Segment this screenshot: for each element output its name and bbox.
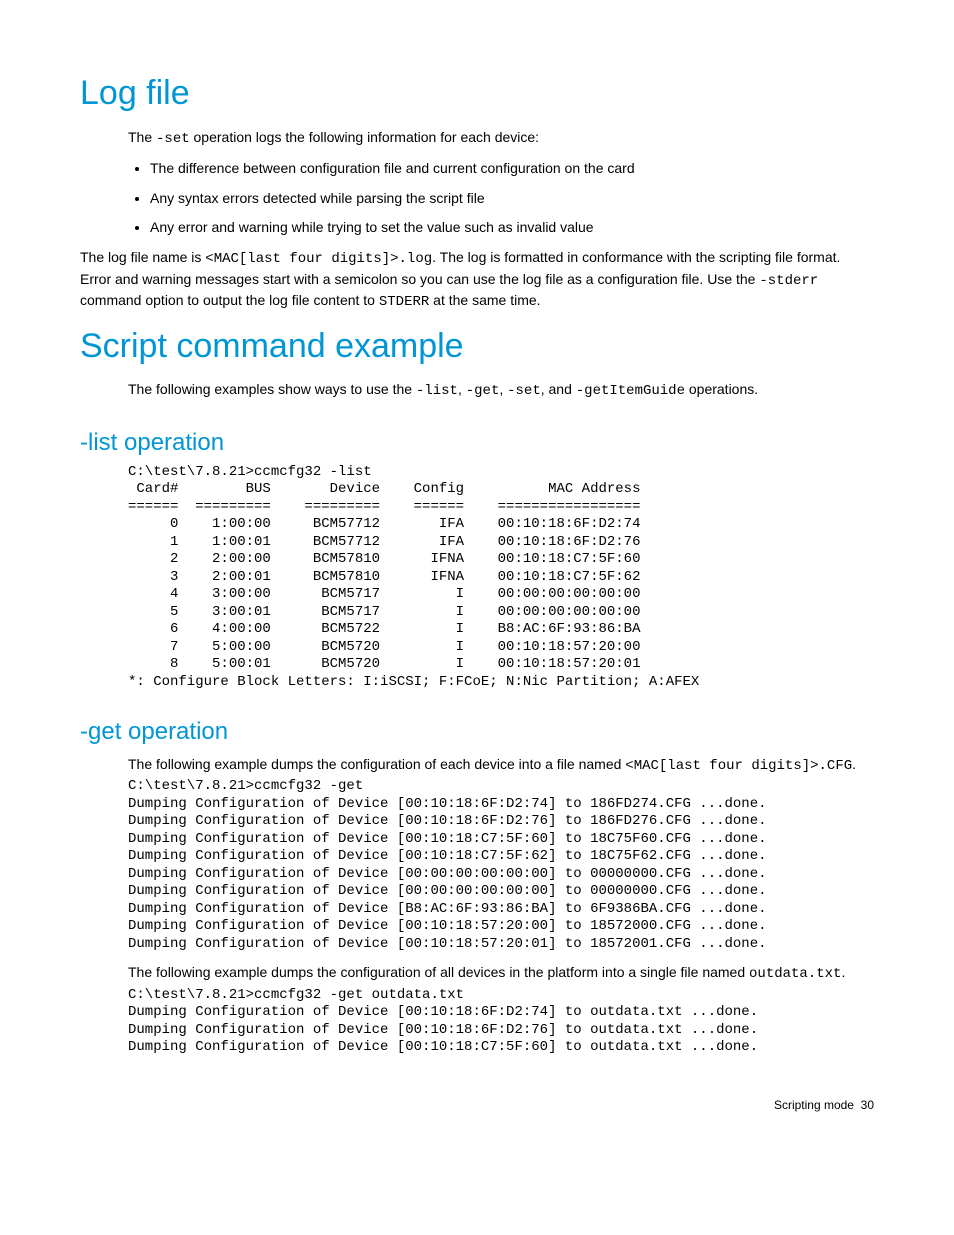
text: operations. [685, 381, 758, 397]
code-get: -get [466, 383, 500, 399]
get-output-block-2: C:\test\7.8.21>ccmcfg32 -get outdata.txt… [128, 987, 874, 1057]
code-outdata: outdata.txt [749, 966, 841, 982]
get-intro-1: The following example dumps the configur… [128, 755, 874, 777]
code-stderr: STDERR [379, 294, 429, 310]
get-intro-2: The following example dumps the configur… [128, 963, 874, 985]
code-stderr-flag: -stderr [759, 273, 818, 289]
text: , [499, 381, 507, 397]
heading-script-example: Script command example [80, 323, 874, 371]
code-getitemguide: -getItemGuide [576, 383, 685, 399]
text: command option to output the log file co… [80, 292, 379, 308]
code-set2: -set [507, 383, 541, 399]
text: . [852, 756, 856, 772]
code-set: -set [156, 131, 190, 147]
get-output-block-1: C:\test\7.8.21>ccmcfg32 -get Dumping Con… [128, 778, 874, 953]
heading-list-operation: -list operation [80, 426, 874, 460]
script-intro: The following examples show ways to use … [128, 380, 874, 402]
list-item: Any error and warning while trying to se… [150, 218, 874, 238]
list-item: The difference between configuration fil… [150, 159, 874, 179]
list-item: Any syntax errors detected while parsing… [150, 189, 874, 209]
text: . [841, 964, 845, 980]
log-intro: The -set operation logs the following in… [128, 128, 874, 150]
text: The log file name is [80, 249, 205, 265]
text: at the same time. [429, 292, 540, 308]
log-bullet-list: The difference between configuration fil… [80, 159, 874, 238]
log-file-paragraph: The log file name is <MAC[last four digi… [80, 248, 874, 313]
text: The following example dumps the configur… [128, 756, 625, 772]
code-list: -list [416, 383, 458, 399]
text: operation logs the following information… [190, 129, 539, 145]
code-mac-log: <MAC[last four digits]>.log [205, 251, 432, 267]
text: The following example dumps the configur… [128, 964, 749, 980]
text: , [458, 381, 466, 397]
text: The [128, 129, 156, 145]
page-footer: Scripting mode 30 [80, 1097, 874, 1114]
list-output-block: C:\test\7.8.21>ccmcfg32 -list Card# BUS … [128, 464, 874, 692]
heading-log-file: Log file [80, 70, 874, 118]
code-mac-cfg: <MAC[last four digits]>.CFG [625, 758, 852, 774]
text: , and [541, 381, 576, 397]
text: The following examples show ways to use … [128, 381, 416, 397]
heading-get-operation: -get operation [80, 715, 874, 749]
